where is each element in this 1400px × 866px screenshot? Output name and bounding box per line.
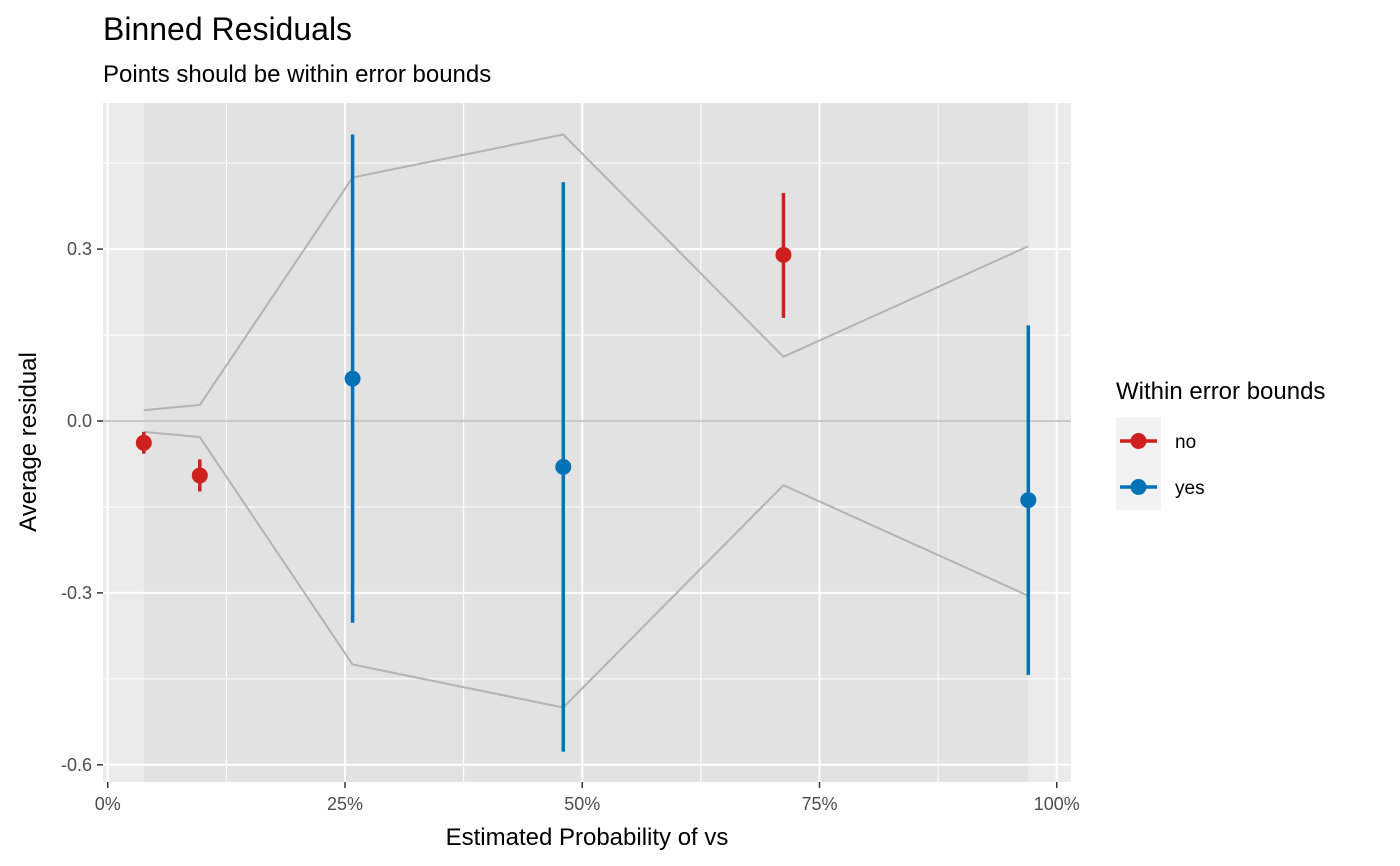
y-tick-label: -0.3 <box>61 583 92 603</box>
legend-label-yes: yes <box>1175 478 1205 499</box>
x-tick-label: 0% <box>95 794 121 814</box>
data-point-yes <box>1020 492 1037 509</box>
y-tick-label: 0.0 <box>67 411 92 431</box>
data-point-no <box>775 246 792 263</box>
upper-error-bound <box>143 133 1029 412</box>
plot-panel <box>103 103 1071 782</box>
chart-subtitle: Points should be within error bounds <box>103 61 491 88</box>
y-tick-label: -0.6 <box>61 755 92 775</box>
y-axis: 0.3 0.0 -0.3 -0.6 <box>61 239 103 775</box>
data-point-no <box>135 434 152 451</box>
legend-label-no: no <box>1175 432 1196 453</box>
y-tick-label: 0.3 <box>67 239 92 259</box>
x-tick-label: 75% <box>801 794 837 814</box>
x-tick-label: 100% <box>1034 794 1080 814</box>
lower-error-bound <box>143 430 1029 709</box>
minor-gridlines <box>103 103 1071 782</box>
legend: Within error bounds no yes <box>1116 378 1325 510</box>
data-marks <box>135 134 1037 752</box>
shaded-band <box>144 103 1028 782</box>
chart-title: Binned Residuals <box>103 11 352 47</box>
legend-key-point-no <box>1130 433 1147 449</box>
legend-key-background <box>1116 417 1161 510</box>
legend-key-point-yes <box>1130 479 1147 495</box>
x-axis: 0% 25% 50% 75% 100% <box>95 782 1080 814</box>
x-tick-label: 50% <box>564 794 600 814</box>
x-tick-label: 25% <box>327 794 363 814</box>
data-point-yes <box>344 370 361 387</box>
legend-title: Within error bounds <box>1116 378 1325 405</box>
data-point-yes <box>555 458 572 475</box>
data-point-no <box>191 467 208 484</box>
y-axis-title: Average residual <box>15 352 42 532</box>
x-axis-title: Estimated Probability of vs <box>446 824 729 851</box>
